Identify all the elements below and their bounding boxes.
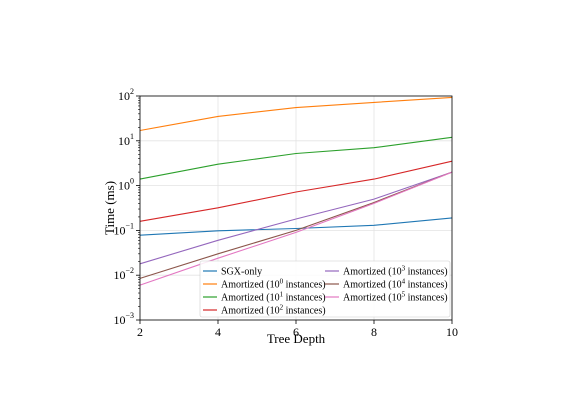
y-tick-label: 10−2 [113, 266, 134, 282]
x-tick-label: 10 [446, 325, 458, 339]
legend-box [199, 260, 451, 318]
legend-label: SGX-only [221, 267, 262, 278]
x-tick-label: 6 [293, 325, 299, 339]
x-tick-label: 8 [371, 325, 377, 339]
series-line [139, 171, 453, 279]
series-line [139, 217, 453, 236]
legend-label: Amortized (105 instances) [343, 291, 448, 304]
legend-label: Amortized (103 instances) [343, 265, 448, 278]
series-line [139, 136, 453, 180]
legend-label: Amortized (100 instances) [221, 278, 326, 291]
series-lines [139, 96, 453, 286]
series-line [139, 171, 453, 265]
axis-ticks: 2 4 6 8 10 10−3 10−2 10−1 100 101 102 [113, 87, 458, 339]
series-line [139, 171, 453, 286]
x-tick-label: 4 [215, 325, 221, 339]
legend-label: Amortized (104 instances) [343, 278, 448, 291]
x-tick-label: 2 [137, 325, 143, 339]
x-axis-label: Tree Depth [267, 331, 326, 346]
series-line [139, 160, 453, 222]
series-line [139, 96, 453, 132]
y-tick-label: 10−3 [113, 311, 134, 327]
y-tick-label: 100 [118, 177, 134, 193]
y-tick-label: 101 [118, 132, 134, 148]
legend-label: Amortized (102 instances) [221, 304, 326, 317]
y-tick-label: 102 [118, 87, 134, 103]
y-axis-label: Time (ms) [102, 181, 117, 235]
y-tick-label: 10−1 [113, 221, 134, 237]
legend-label: Amortized (101 instances) [221, 291, 326, 304]
